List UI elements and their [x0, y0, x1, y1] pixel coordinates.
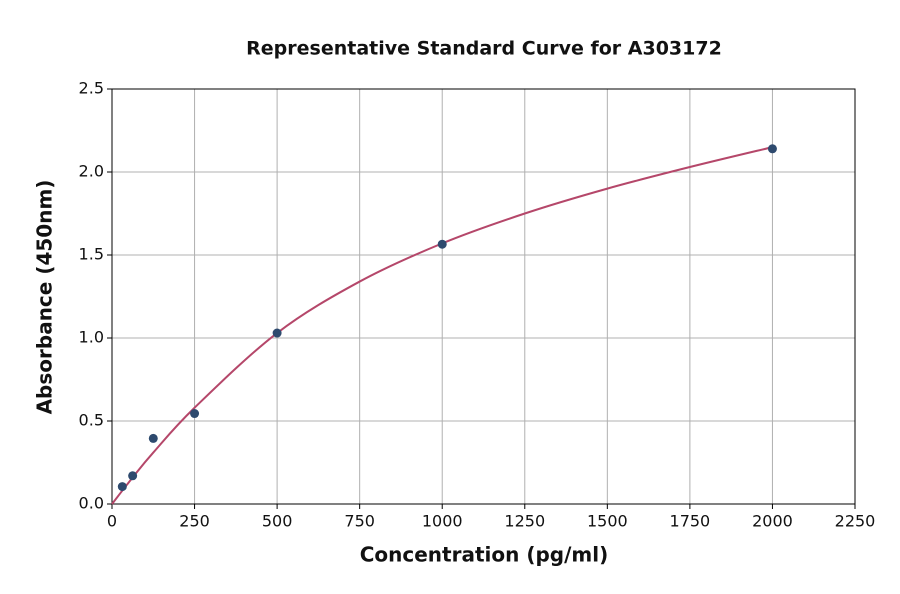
x-tick-label: 0: [107, 512, 117, 531]
x-tick-label: 250: [179, 512, 210, 531]
x-tick-label: 750: [344, 512, 375, 531]
data-point: [190, 409, 200, 419]
fit-curve: [111, 146, 773, 505]
y-tick-label: 2.5: [79, 79, 104, 98]
plot-frame: [111, 88, 856, 505]
x-axis-title: Concentration (pg/ml): [360, 543, 609, 567]
y-tick-label: 1.0: [79, 328, 104, 347]
x-tick-label: 1250: [504, 512, 545, 531]
x-tick-label: 1500: [587, 512, 628, 531]
data-point: [148, 433, 158, 443]
y-tick-label: 1.5: [79, 245, 104, 264]
x-tick-label: 500: [262, 512, 293, 531]
data-point: [117, 482, 127, 492]
y-tick-label: 0.5: [79, 411, 104, 430]
y-tick-label: 0.0: [79, 494, 104, 513]
data-point: [272, 328, 282, 338]
x-tick-label: 1000: [422, 512, 463, 531]
y-axis-title: Absorbance (450nm): [33, 180, 57, 415]
data-point: [767, 144, 777, 154]
y-tick-label: 2.0: [79, 162, 104, 181]
data-point: [437, 239, 447, 249]
x-tick-label: 2250: [835, 512, 876, 531]
x-tick-label: 2000: [752, 512, 793, 531]
data-point: [128, 471, 138, 481]
chart-title: Representative Standard Curve for A30317…: [246, 38, 722, 60]
x-tick-label: 1750: [670, 512, 711, 531]
